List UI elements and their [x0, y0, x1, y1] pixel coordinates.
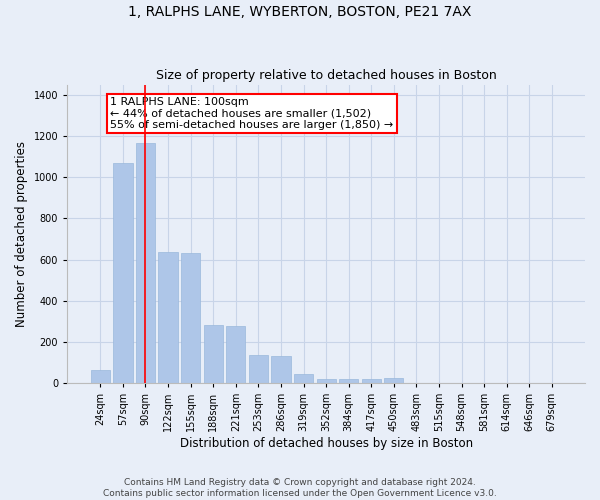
Bar — [181, 254, 200, 383]
Bar — [226, 326, 245, 383]
Bar — [91, 370, 110, 383]
Bar — [362, 379, 381, 383]
Bar — [294, 374, 313, 383]
Bar — [158, 252, 178, 383]
X-axis label: Distribution of detached houses by size in Boston: Distribution of detached houses by size … — [179, 437, 473, 450]
Bar — [339, 379, 358, 383]
Title: Size of property relative to detached houses in Boston: Size of property relative to detached ho… — [156, 69, 496, 82]
Bar — [384, 378, 403, 383]
Bar — [271, 356, 290, 383]
Bar — [136, 143, 155, 383]
Text: Contains HM Land Registry data © Crown copyright and database right 2024.
Contai: Contains HM Land Registry data © Crown c… — [103, 478, 497, 498]
Bar — [317, 379, 335, 383]
Bar — [249, 356, 268, 383]
Y-axis label: Number of detached properties: Number of detached properties — [15, 141, 28, 327]
Text: 1, RALPHS LANE, WYBERTON, BOSTON, PE21 7AX: 1, RALPHS LANE, WYBERTON, BOSTON, PE21 7… — [128, 5, 472, 19]
Bar — [113, 163, 133, 383]
Text: 1 RALPHS LANE: 100sqm
← 44% of detached houses are smaller (1,502)
55% of semi-d: 1 RALPHS LANE: 100sqm ← 44% of detached … — [110, 97, 394, 130]
Bar — [203, 326, 223, 383]
